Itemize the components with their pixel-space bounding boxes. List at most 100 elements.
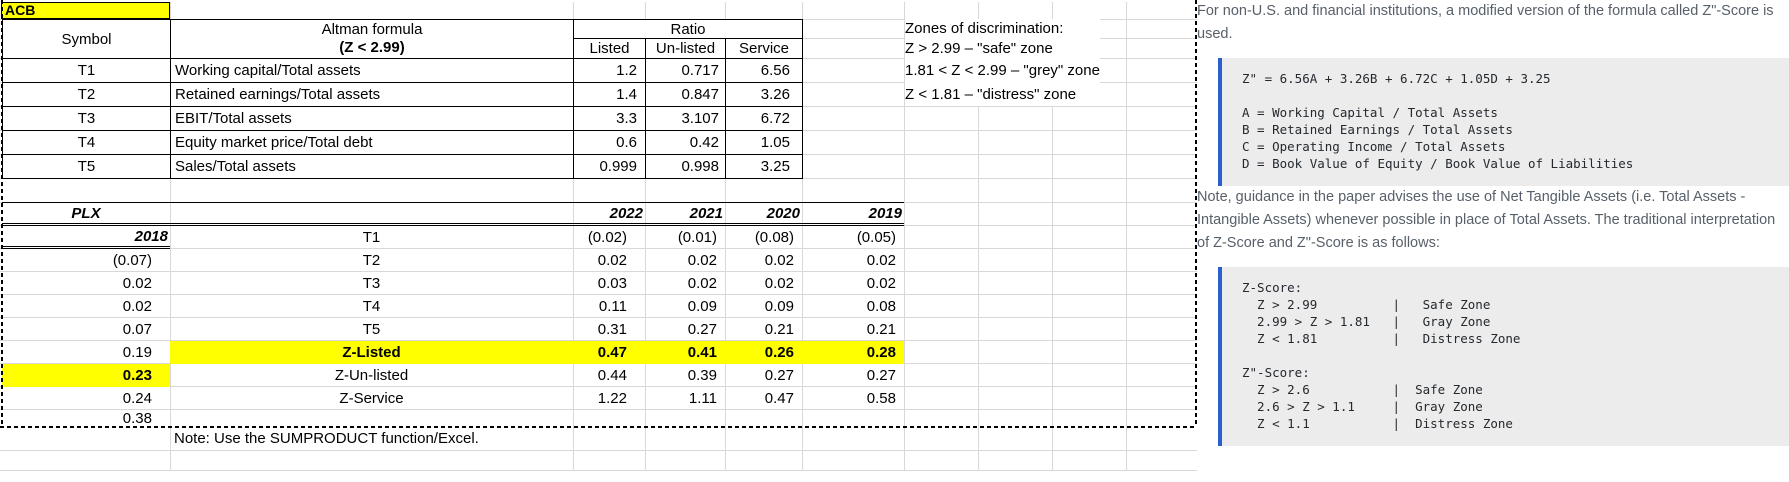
gridline-vertical [725,2,726,470]
cell-formula[interactable]: Retained earnings/Total assets [171,83,574,107]
cell-symbol[interactable]: T2 [3,83,171,107]
cell-value[interactable]: 0.02 [687,252,717,269]
cell-value[interactable]: 0.21 [764,321,794,338]
gridline-vertical [978,2,979,470]
cell-value[interactable]: 0.58 [866,390,896,407]
gridline-horizontal [0,470,1197,471]
cell-ratio-service[interactable]: 1.05 [726,131,803,155]
cell-row-label[interactable]: Z-Listed [170,341,573,364]
cell-formula[interactable]: Sales/Total assets [171,155,574,179]
cell-row-label[interactable]: T4 [362,298,381,315]
cell-value[interactable]: 1.11 [688,390,717,407]
cell-ratio-unlisted[interactable]: 3.107 [646,107,726,131]
cell-value[interactable]: 0.31 [597,321,627,338]
cell-value[interactable]: (0.01) [677,229,717,246]
cell-formula[interactable]: EBIT/Total assets [171,107,574,131]
cell-symbol[interactable]: T1 [3,59,171,83]
header-symbol[interactable]: Symbol [3,20,171,59]
cell-value[interactable]: 0.27 [764,367,794,384]
cell-ratio-service[interactable]: 3.25 [726,155,803,179]
cell-value[interactable]: 0.38 [122,410,152,427]
cell-value[interactable]: (0.07) [112,252,152,269]
cell-value[interactable]: 0.27 [866,367,896,384]
cell-row-label[interactable]: T1 [362,229,381,246]
cell-value[interactable]: 0.19 [122,344,152,361]
cell-value[interactable]: 0.02 [866,275,896,292]
cell-value[interactable]: 0.08 [866,298,896,315]
cell-row-label[interactable]: T3 [362,275,381,292]
cell-value[interactable]: 0.02 [122,298,152,315]
cell-value[interactable]: 0.41 [645,341,725,364]
cell-formula[interactable]: Working capital/Total assets [171,59,574,83]
cell-value[interactable]: 0.02 [122,275,152,292]
cell-ratio-service[interactable]: 6.72 [726,107,803,131]
cell-ratio-unlisted[interactable]: 0.717 [646,59,726,83]
cell-ratio-unlisted[interactable]: 0.42 [646,131,726,155]
cell-year-header[interactable]: 2018 [2,226,170,249]
gridline-horizontal [0,248,1197,249]
zones-safe-cell[interactable]: Z > 2.99 – "safe" zone [905,38,1100,58]
zones-grey-cell[interactable]: 1.81 < Z < 2.99 – "grey" zone [905,58,1100,82]
cell-symbol[interactable]: T3 [3,107,171,131]
header-unlisted[interactable]: Un-listed [646,39,726,59]
page-break-left-dashed [1,0,3,427]
cell-value[interactable]: (0.02) [587,229,627,246]
cell-empty[interactable] [170,203,573,226]
header-ratio[interactable]: Ratio [574,20,803,39]
cell-value[interactable]: 0.47 [764,390,794,407]
cell-value[interactable]: 0.02 [764,252,794,269]
cell-value[interactable]: 0.02 [687,275,717,292]
zones-of-discrimination: Zones of discrimination: Z > 2.99 – "saf… [905,19,1100,106]
cell-symbol[interactable]: T5 [3,155,171,179]
cell-symbol[interactable]: T4 [3,131,171,155]
cell-ratio-listed[interactable]: 3.3 [574,107,646,131]
cell-year-header[interactable]: 2022 [573,203,645,226]
cell-value[interactable]: 0.02 [866,252,896,269]
cell-ticker-plx[interactable]: PLX [2,203,170,226]
cell-ratio-listed[interactable]: 0.6 [574,131,646,155]
zones-title-cell[interactable]: Zones of discrimination: [905,19,1100,38]
cell-value[interactable]: 0.44 [597,367,627,384]
cell-year-header[interactable]: 2020 [725,203,802,226]
header-listed[interactable]: Listed [574,39,646,59]
cell-value[interactable]: 0.24 [122,390,152,407]
cell-year-header[interactable]: 2021 [645,203,725,226]
cell-value[interactable]: 0.03 [597,275,627,292]
page-break-bottom-dashed [0,426,1197,428]
header-altman-formula[interactable]: Altman formula (Z < 2.99) [171,20,574,59]
cell-value[interactable]: 0.28 [802,341,904,364]
cell-value[interactable]: 0.27 [687,321,717,338]
cell-value[interactable]: 0.47 [573,341,645,364]
cell-value[interactable]: 0.26 [725,341,802,364]
cell-value[interactable]: (0.08) [754,229,794,246]
cell-formula[interactable]: Equity market price/Total debt [171,131,574,155]
cell-year-header[interactable]: 2019 [802,203,904,226]
cell-value[interactable]: 0.07 [122,321,152,338]
header-service[interactable]: Service [726,39,803,59]
cell-value[interactable]: 0.23 [2,364,170,387]
cell-ratio-listed[interactable]: 0.999 [574,155,646,179]
cell-ratio-listed[interactable]: 1.2 [574,59,646,83]
note-cell[interactable]: Note: Use the SUMPRODUCT function/Excel. [174,427,483,450]
cell-value[interactable]: 0.39 [687,367,717,384]
cell-ratio-service[interactable]: 6.56 [726,59,803,83]
cell-row-label[interactable]: T5 [362,321,381,338]
cell-value[interactable]: 1.22 [597,390,627,407]
cell-row-label[interactable]: Z-Un-listed [334,367,409,384]
cell-ratio-unlisted[interactable]: 0.998 [646,155,726,179]
active-cell-acb[interactable]: ACB [1,2,170,19]
cell-value[interactable]: 0.09 [764,298,794,315]
cell-ratio-service[interactable]: 3.26 [726,83,803,107]
zones-distress-cell[interactable]: Z < 1.81 – "distress" zone [905,82,1100,106]
cell-value[interactable]: 0.02 [764,275,794,292]
cell-value[interactable]: (0.05) [856,229,896,246]
cell-ratio-listed[interactable]: 1.4 [574,83,646,107]
cell-value[interactable]: 0.11 [598,298,627,315]
cell-value[interactable]: 0.21 [866,321,896,338]
cell-row-label[interactable]: T2 [362,252,381,269]
cell-ratio-unlisted[interactable]: 0.847 [646,83,726,107]
cell-value[interactable]: 0.09 [687,298,717,315]
cell-row-label[interactable]: Z-Service [339,390,404,407]
cell-value[interactable]: 0.02 [597,252,627,269]
